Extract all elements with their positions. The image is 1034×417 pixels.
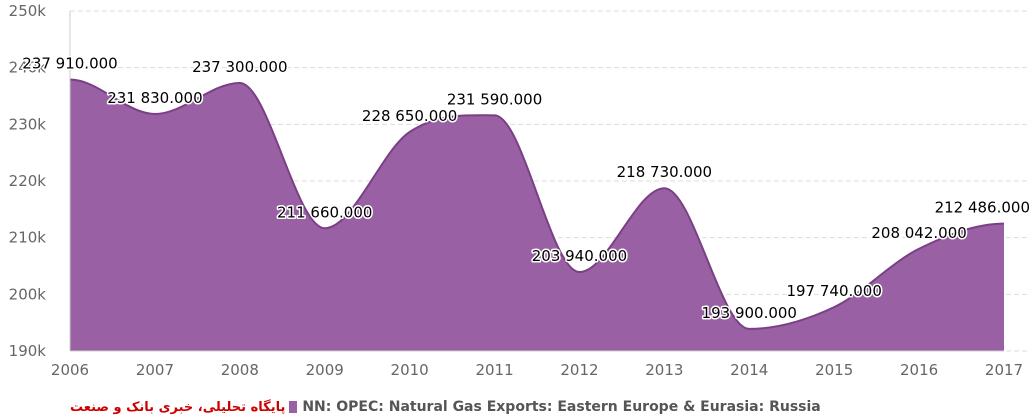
x-tick-label: 2009 — [306, 361, 344, 379]
data-label: 231 830.000 — [107, 89, 202, 107]
series-area — [69, 78, 1005, 351]
x-tick-label: 2006 — [51, 361, 89, 379]
x-tick-label: 2007 — [136, 361, 174, 379]
y-tick-label: 210k — [9, 229, 47, 247]
legend: پایگاه تحلیلی، خبری بانک و صنعت NN: OPEC… — [0, 397, 1034, 417]
data-label: 228 650.000 — [362, 107, 457, 125]
data-label: 197 740.000 — [786, 282, 881, 300]
data-label: 237 300.000 — [192, 58, 287, 76]
series-line — [69, 78, 1005, 330]
watermark-text: پایگاه تحلیلی، خبری بانک و صنعت — [70, 399, 286, 415]
data-label: 212 486.000 — [935, 199, 1030, 217]
x-tick-label: 2010 — [391, 361, 429, 379]
y-tick-label: 240k — [9, 59, 47, 77]
x-axis: 2006 2007 2008 2009 2010 2011 2012 2013 2014 2015… — [51, 361, 1023, 379]
x-tick-label: 2016 — [900, 361, 938, 379]
y-tick-label: 230k — [9, 115, 47, 133]
data-label: 218 730.000 — [617, 163, 712, 181]
x-tick-label: 2014 — [730, 361, 768, 379]
data-labels: 237 910.000 231 830.000 237 300.000 211 660… — [21, 53, 1032, 323]
data-label: 231 590.000 — [447, 90, 542, 108]
x-tick-label: 2011 — [475, 361, 513, 379]
y-tick-label: 200k — [9, 285, 47, 303]
legend-swatch — [289, 401, 298, 413]
x-tick-label: 2012 — [560, 361, 598, 379]
x-tick-label: 2008 — [221, 361, 259, 379]
x-tick-label: 2015 — [815, 361, 853, 379]
data-label: 193 900.000 — [702, 304, 797, 322]
data-label: 237 910.000 — [22, 55, 117, 73]
y-tick-label: 220k — [9, 172, 47, 190]
data-label: 203 940.000 — [532, 247, 627, 265]
y-tick-label: 250k — [9, 2, 47, 20]
series-area-fill — [70, 79, 1004, 351]
x-tick-label: 2017 — [985, 361, 1023, 379]
legend-series-name[interactable]: NN: OPEC: Natural Gas Exports: Eastern E… — [302, 399, 821, 415]
y-axis: 190k 200k 210k 220k 230k 240k 250k — [9, 2, 1004, 360]
x-tick-label: 2013 — [645, 361, 683, 379]
data-label: 208 042.000 — [871, 224, 966, 242]
data-label: 211 660.000 — [277, 203, 372, 221]
y-tick-label: 190k — [9, 342, 47, 360]
